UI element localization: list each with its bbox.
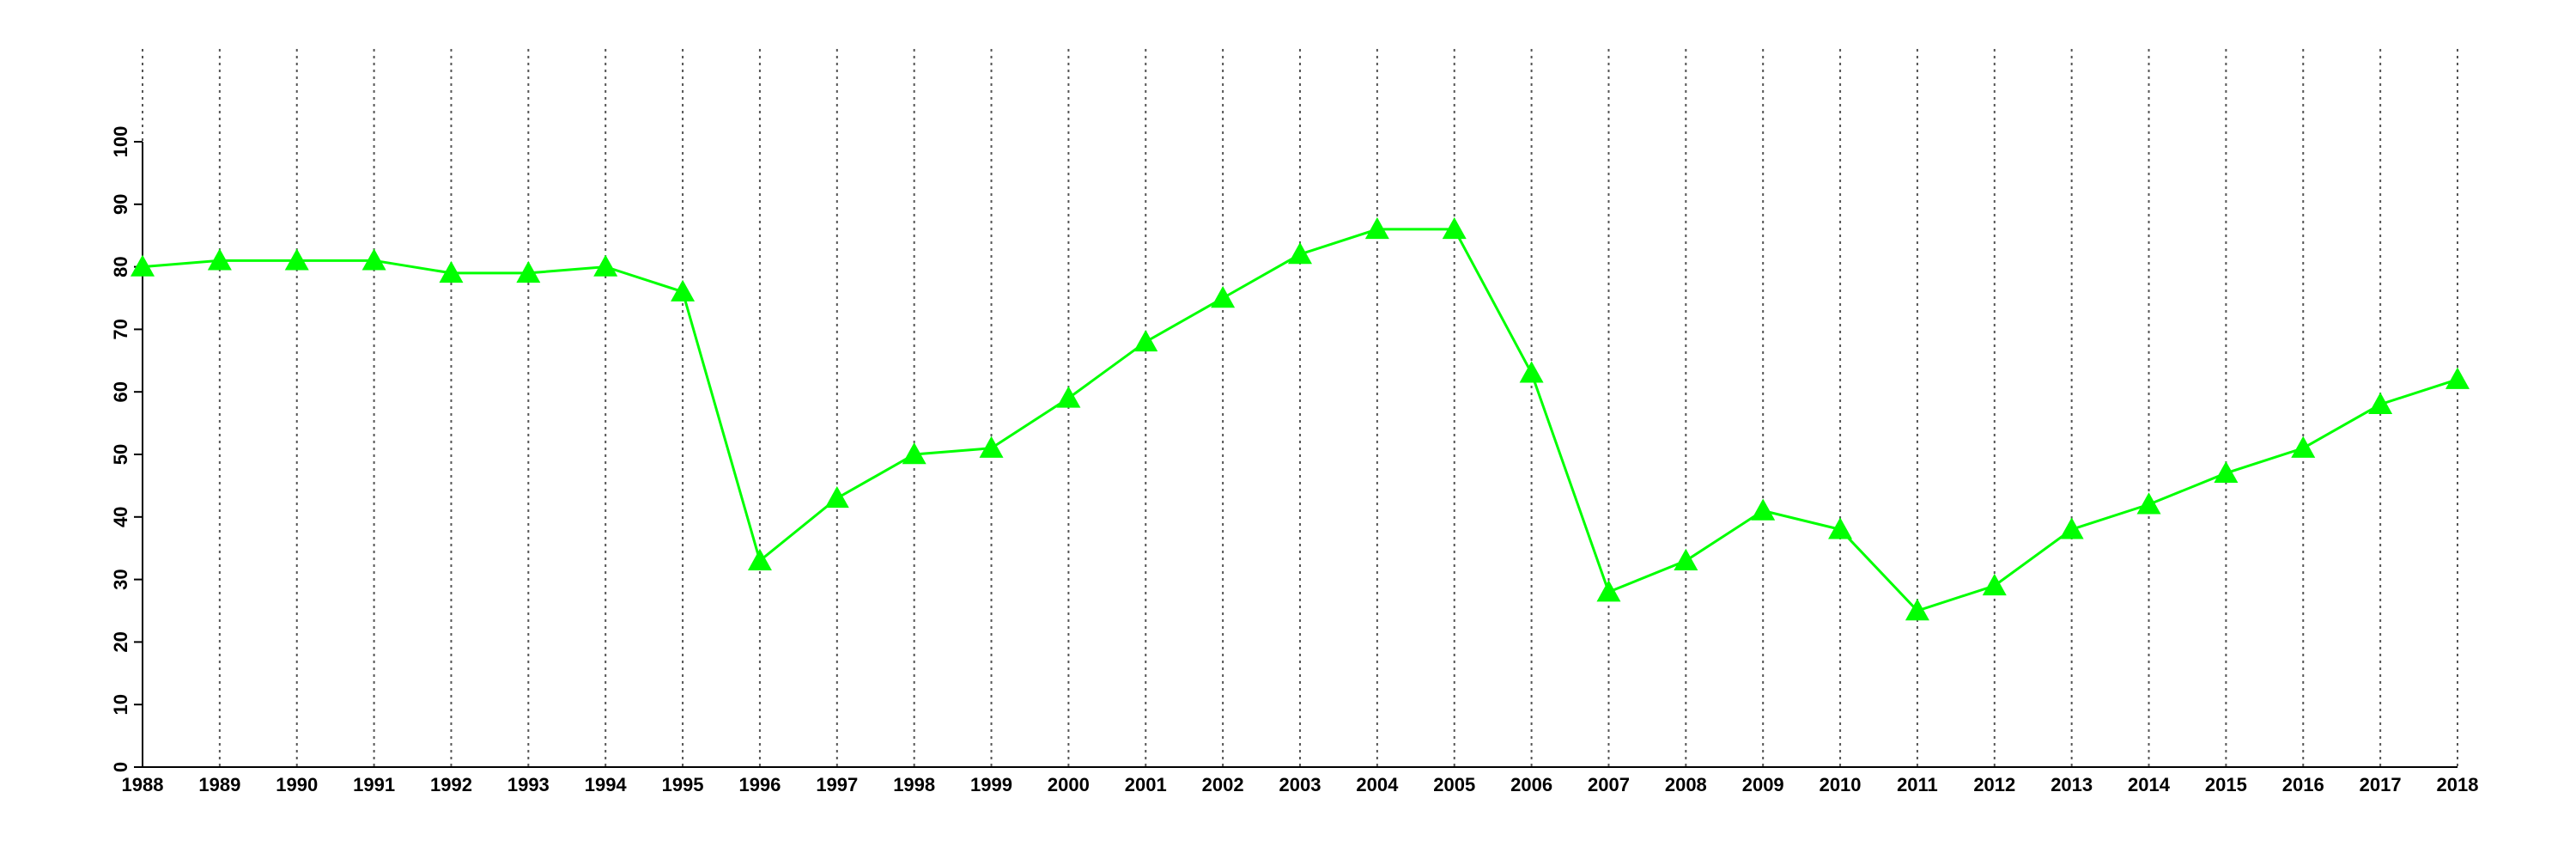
marker [131,254,155,277]
marker [1751,498,1776,521]
marker [1211,286,1236,308]
y-tick-label: 40 [110,507,131,527]
y-tick-label: 100 [110,126,131,158]
marker [361,248,386,271]
marker [1519,361,1544,383]
y-tick-label: 60 [110,381,131,402]
marker [1905,599,1929,621]
y-tick-label: 80 [110,256,131,277]
x-tick-label: 2003 [1279,774,1321,795]
marker [1288,242,1312,265]
marker [1364,216,1389,240]
marker [2214,460,2239,484]
y-tick-label: 0 [110,762,131,772]
y-tick-label: 70 [110,319,131,339]
x-tick-label: 2004 [1356,774,1399,795]
y-tick-label: 90 [110,194,131,215]
x-tick-label: 2015 [2205,774,2247,795]
marker [1442,216,1467,240]
marker [1056,386,1081,408]
x-tick-label: 2013 [2050,774,2093,795]
x-tick-label: 2008 [1665,774,1707,795]
x-tick-label: 1989 [198,774,240,795]
x-tick-label: 1990 [276,774,318,795]
x-tick-label: 2002 [1202,774,1244,795]
marker [1596,580,1621,602]
x-tick-label: 2007 [1588,774,1630,795]
y-tick-label: 20 [110,631,131,652]
x-tick-label: 1991 [353,774,395,795]
marker [284,248,309,271]
marker [1133,329,1158,352]
marker [439,260,464,283]
x-tick-label: 1993 [507,774,550,795]
x-tick-label: 1994 [585,774,628,795]
marker [2445,367,2470,389]
marker [207,248,232,271]
x-tick-label: 2010 [1820,774,1862,795]
y-tick-label: 10 [110,694,131,715]
marker [593,254,618,277]
marker [979,436,1004,458]
marker [1828,517,1853,539]
marker [671,279,696,302]
x-tick-label: 2005 [1433,774,1475,795]
x-tick-label: 2001 [1125,774,1167,795]
x-tick-label: 2016 [2282,774,2324,795]
marker [516,260,541,283]
y-tick-label: 30 [110,569,131,589]
x-tick-label: 1997 [816,774,858,795]
x-tick-label: 2011 [1897,774,1938,795]
x-tick-label: 2000 [1048,774,1090,795]
x-tick-label: 1998 [893,774,935,795]
marker [2291,436,2316,458]
y-tick-label: 50 [110,444,131,465]
x-tick-label: 1996 [738,774,781,795]
data-line [142,228,2458,612]
marker [1982,573,2007,596]
x-tick-label: 2006 [1510,774,1552,795]
marker [2059,517,2084,539]
x-tick-label: 1988 [122,774,164,795]
marker [902,442,927,465]
x-tick-label: 2014 [2128,774,2171,795]
x-tick-label: 2009 [1742,774,1784,795]
x-tick-label: 2017 [2360,774,2402,795]
x-tick-label: 1992 [430,774,472,795]
marker [747,548,772,570]
marker [824,485,849,509]
x-tick-label: 1999 [970,774,1012,795]
marker [1674,548,1698,570]
marker [2368,392,2393,414]
x-tick-label: 1995 [662,774,704,795]
x-tick-label: 2018 [2437,774,2479,795]
x-tick-label: 2012 [1973,774,2015,795]
marker [2136,492,2161,515]
